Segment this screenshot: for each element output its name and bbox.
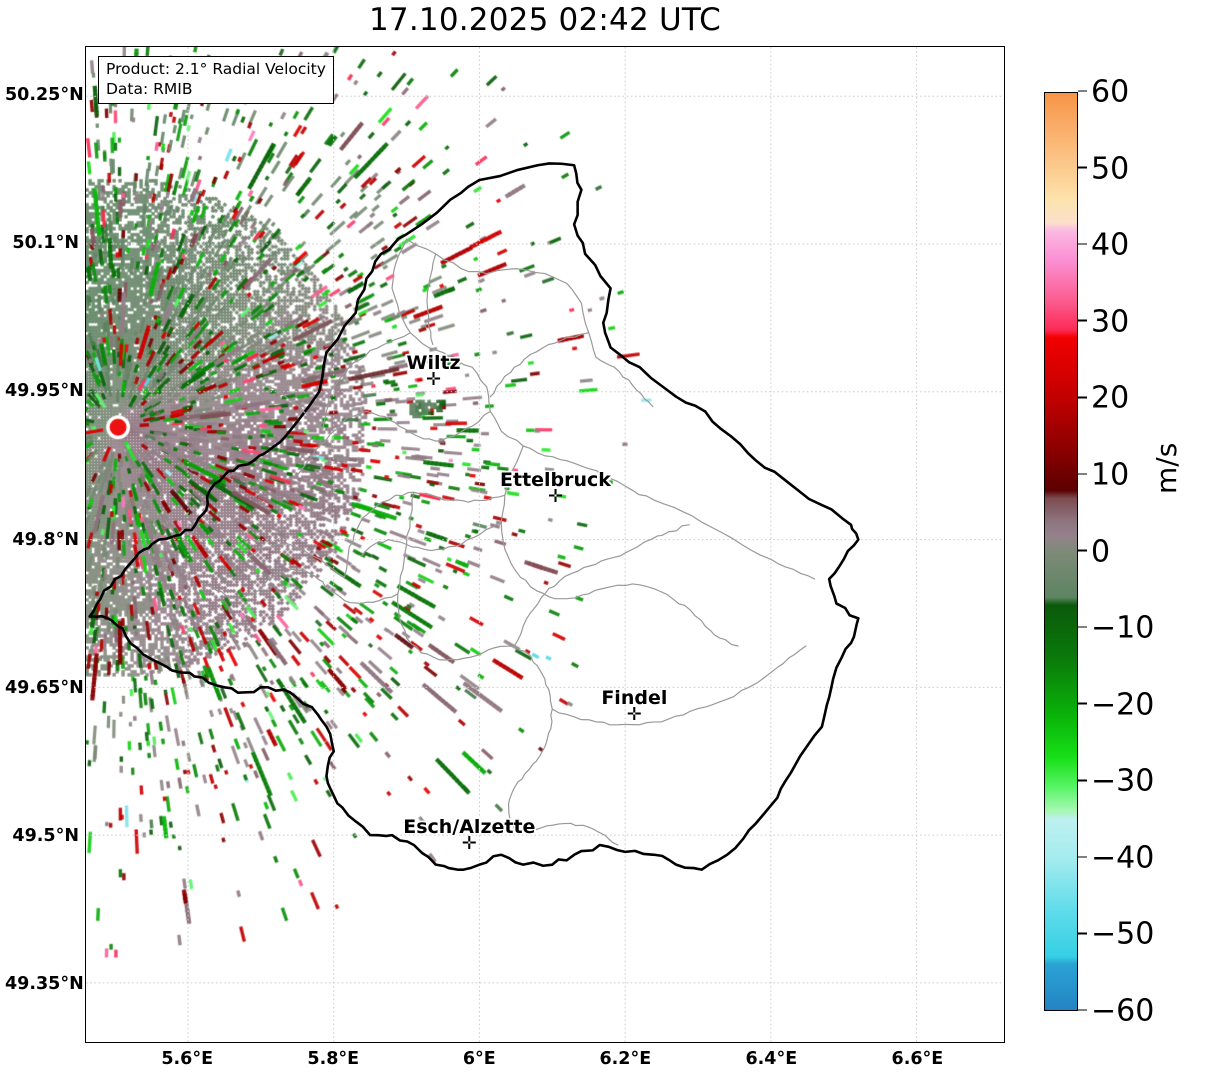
colorbar-unit-label: m/s <box>1150 442 1183 494</box>
tick-mark <box>1078 702 1087 705</box>
tick-mark <box>1078 90 1087 92</box>
latitude-tick-label: 50.1°N <box>12 233 79 254</box>
latitude-tick-label: 49.35°N <box>5 973 84 994</box>
colorbar-tick-label: 50 <box>1091 151 1130 187</box>
radar-reflectivity-layer <box>86 47 1004 1042</box>
colorbar-tick: 0 <box>1078 534 1110 569</box>
tick-mark <box>1078 1009 1087 1011</box>
colorbar-tick: −20 <box>1078 687 1154 722</box>
colorbar-tick-label: −40 <box>1091 840 1155 876</box>
colorbar-tick-label: −30 <box>1091 763 1155 799</box>
tick-mark <box>1078 319 1087 322</box>
tick-mark <box>1078 856 1087 858</box>
colorbar-tick: 20 <box>1078 381 1129 416</box>
colorbar-tick: −60 <box>1078 994 1154 1029</box>
latitude-tick-label: 49.5°N <box>12 825 79 846</box>
info-product-line: Product: 2.1° Radial Velocity <box>106 60 326 78</box>
latitude-axis: 50.25°N 50.1°N 49.95°N 49.8°N 49.65°N 49.5°N 4… <box>0 0 85 1081</box>
colorbar-tick-label: −60 <box>1091 993 1155 1029</box>
colorbar-tick-label: −10 <box>1091 610 1155 646</box>
longitude-tick-label: 6°E <box>462 1049 496 1069</box>
longitude-tick-label: 5.6°E <box>161 1049 214 1069</box>
tick-mark <box>1078 166 1087 169</box>
colorbar-ticks: 60 50 40 30 20 10 0 −10 −20 −30 −40 −50 −60 <box>1078 75 1198 1029</box>
page-title: 17.10.2025 02:42 UTC <box>369 2 721 38</box>
colorbar-tick: 40 <box>1078 228 1129 263</box>
colorbar-gradient <box>1045 93 1077 1010</box>
tick-mark <box>1078 626 1087 628</box>
map-axes[interactable]: Product: 2.1° Radial Velocity Data: RMIB… <box>85 46 1005 1043</box>
tick-mark <box>1078 473 1087 475</box>
tick-mark <box>1078 549 1087 552</box>
info-data-line: Data: RMIB <box>106 79 193 98</box>
longitude-tick-label: 5.8°E <box>307 1049 360 1069</box>
colorbar-tick-label: 60 <box>1091 74 1130 110</box>
colorbar-tick: 30 <box>1078 304 1129 339</box>
info-box: Product: 2.1° Radial Velocity Data: RMIB <box>98 56 334 105</box>
longitude-tick-label: 6.6°E <box>891 1049 944 1069</box>
latitude-tick-label: 50.25°N <box>5 85 84 106</box>
colorbar-tick-label: −50 <box>1091 916 1155 952</box>
colorbar-tick-label: 10 <box>1091 457 1130 493</box>
longitude-tick-label: 6.4°E <box>745 1049 798 1069</box>
colorbar-tick: 10 <box>1078 457 1129 492</box>
colorbar-tick-label: 40 <box>1091 227 1130 263</box>
colorbar <box>1044 92 1078 1011</box>
latitude-tick-label: 49.65°N <box>5 677 84 698</box>
colorbar-tick: 50 <box>1078 151 1129 186</box>
colorbar-tick-label: 30 <box>1091 304 1130 340</box>
tick-mark <box>1078 932 1087 935</box>
colorbar-tick: 60 <box>1078 75 1129 110</box>
tick-mark <box>1078 396 1087 399</box>
colorbar-tick: −50 <box>1078 917 1154 952</box>
longitude-tick-label: 6.2°E <box>599 1049 652 1069</box>
colorbar-tick-label: 20 <box>1091 380 1130 416</box>
colorbar-tick: −10 <box>1078 611 1154 646</box>
colorbar-tick: −40 <box>1078 840 1154 875</box>
latitude-tick-label: 49.95°N <box>5 381 84 402</box>
tick-mark <box>1078 779 1087 782</box>
tick-mark <box>1078 243 1087 245</box>
colorbar-tick-label: 0 <box>1091 534 1111 569</box>
colorbar-tick-label: −20 <box>1091 687 1155 723</box>
latitude-tick-label: 49.8°N <box>12 529 79 550</box>
colorbar-tick: −30 <box>1078 764 1154 799</box>
longitude-axis: 5.6°E 5.8°E 6°E 6.2°E 6.4°E 6.6°E <box>0 1049 1207 1079</box>
map-vector-layer <box>86 47 1004 1042</box>
